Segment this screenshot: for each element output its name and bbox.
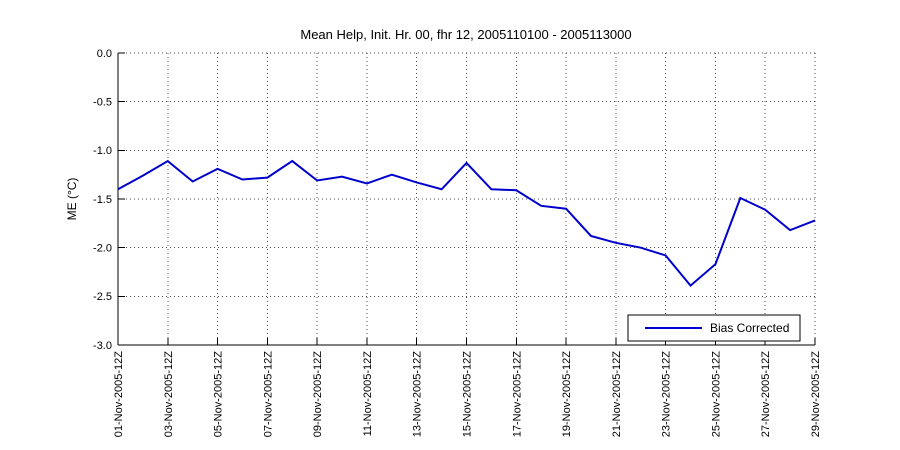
x-tick-label: 01-Nov-2005-12Z: [113, 351, 125, 437]
x-tick-label: 27-Nov-2005-12Z: [760, 351, 772, 437]
y-tick-label: -1.5: [93, 194, 112, 206]
y-tick-label: -2.5: [93, 291, 112, 303]
x-tick-label: 07-Nov-2005-12Z: [262, 351, 274, 437]
x-tick-label: 13-Nov-2005-12Z: [412, 351, 424, 437]
x-tick-label: 11-Nov-2005-12Z: [362, 351, 374, 437]
y-tick-label: -3.0: [93, 340, 112, 352]
y-tick-label: -1.0: [93, 145, 112, 157]
x-tick-label: 29-Nov-2005-12Z: [810, 351, 822, 437]
axes-layer: 0.0 -0.5 -1.0 -1.5 -2.0 -2.5 -3.001-Nov-2005-1…: [93, 48, 822, 437]
y-tick-label: -2.0: [93, 243, 112, 255]
grid-layer: [118, 52, 816, 345]
x-tick-label: 15-Nov-2005-12Z: [462, 351, 474, 437]
x-tick-label: 25-Nov-2005-12Z: [710, 351, 722, 437]
y-tick-label: -0.5: [93, 97, 112, 109]
series-layer: [117, 159, 816, 288]
legend-label: Bias Corrected: [710, 321, 789, 335]
chart-title: Mean Help, Init. Hr. 00, fhr 12, 2005110…: [300, 27, 631, 42]
x-tick-label: 17-Nov-2005-12Z: [511, 351, 523, 437]
x-tick-label: 09-Nov-2005-12Z: [312, 351, 324, 437]
x-tick-label: 05-Nov-2005-12Z: [213, 351, 225, 437]
x-tick-label: 03-Nov-2005-12Z: [163, 351, 175, 437]
y-tick-label: 0.0: [97, 48, 112, 60]
y-axis-label: ME (°C): [65, 178, 79, 221]
x-tick-label: 19-Nov-2005-12Z: [561, 351, 573, 437]
legend-box: [627, 314, 801, 342]
legend: Bias Corrected: [627, 314, 801, 342]
x-tick-label: 21-Nov-2005-12Z: [611, 351, 623, 437]
data-line-bias-corrected: [117, 159, 816, 288]
x-tick-label: 23-Nov-2005-12Z: [661, 351, 673, 437]
